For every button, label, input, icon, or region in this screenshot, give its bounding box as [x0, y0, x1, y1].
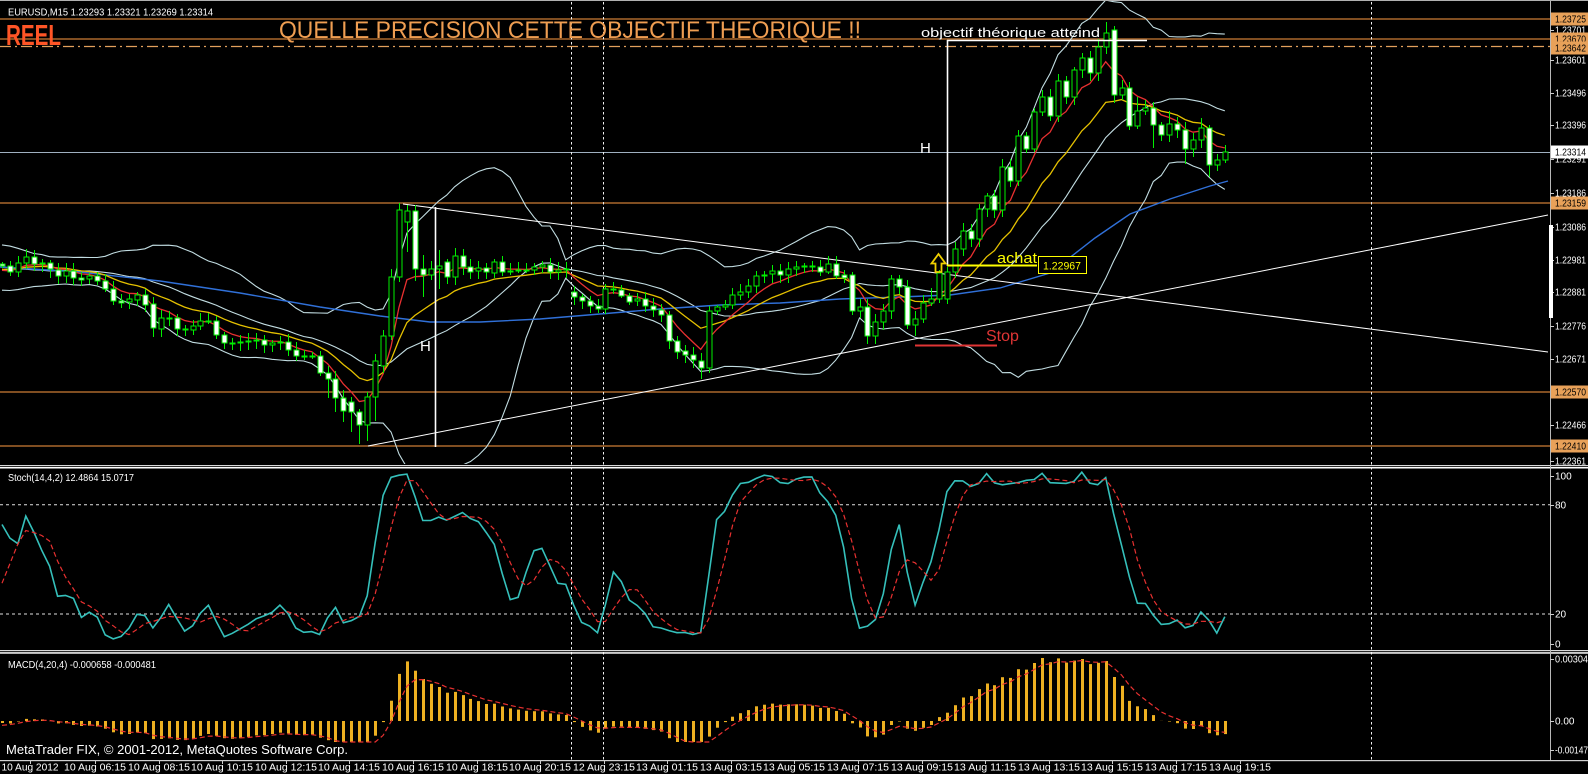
svg-text:1.23086: 1.23086 — [1555, 223, 1586, 234]
svg-text:REEL: REEL — [6, 20, 61, 52]
svg-text:13 Aug 05:15: 13 Aug 05:15 — [763, 763, 825, 774]
svg-text:10 Aug 06:15: 10 Aug 06:15 — [64, 763, 126, 774]
svg-text:100: 100 — [1555, 472, 1572, 483]
svg-text:1.22776: 1.22776 — [1555, 322, 1586, 333]
svg-text:10 Aug 10:15: 10 Aug 10:15 — [191, 763, 253, 774]
svg-text:0.00304: 0.00304 — [1555, 655, 1588, 666]
svg-text:13 Aug 13:15: 13 Aug 13:15 — [1018, 763, 1080, 774]
svg-text:1.22410: 1.22410 — [1555, 442, 1586, 453]
svg-text:10 Aug 16:15: 10 Aug 16:15 — [382, 763, 444, 774]
svg-text:10 Aug 2012: 10 Aug 2012 — [2, 763, 59, 774]
svg-text:1.22981: 1.22981 — [1555, 256, 1586, 267]
svg-text:1.23396: 1.23396 — [1555, 121, 1586, 132]
svg-text:1.23159: 1.23159 — [1555, 199, 1586, 210]
svg-text:objectif théorique atteind: objectif théorique atteind — [921, 25, 1100, 40]
svg-text:20: 20 — [1555, 610, 1567, 621]
svg-text:1.23670: 1.23670 — [1555, 35, 1586, 46]
svg-text:10 Aug 18:15: 10 Aug 18:15 — [446, 763, 508, 774]
svg-text:1.23725: 1.23725 — [1555, 15, 1586, 26]
svg-text:13 Aug 09:15: 13 Aug 09:15 — [891, 763, 953, 774]
svg-text:1.23291: 1.23291 — [1555, 155, 1586, 166]
svg-text:13 Aug 11:15: 13 Aug 11:15 — [954, 763, 1016, 774]
svg-text:achat: achat — [997, 250, 1038, 267]
svg-text:10 Aug 08:15: 10 Aug 08:15 — [128, 763, 190, 774]
svg-text:-0.00147: -0.00147 — [1555, 746, 1588, 757]
svg-text:12 Aug 23:15: 12 Aug 23:15 — [573, 763, 635, 774]
svg-text:1.22881: 1.22881 — [1555, 288, 1586, 299]
svg-text:H: H — [420, 338, 431, 355]
svg-text:13 Aug 03:15: 13 Aug 03:15 — [700, 763, 762, 774]
svg-text:1.23186: 1.23186 — [1555, 189, 1586, 200]
svg-text:1.23642: 1.23642 — [1555, 44, 1586, 55]
svg-text:1.22570: 1.22570 — [1555, 388, 1586, 399]
svg-text:13 Aug 19:15: 13 Aug 19:15 — [1209, 763, 1271, 774]
svg-text:13 Aug 17:15: 13 Aug 17:15 — [1145, 763, 1207, 774]
svg-text:MetaTrader FIX, © 2001-2012, M: MetaTrader FIX, © 2001-2012, MetaQuotes … — [6, 742, 348, 757]
svg-text:10 Aug 12:15: 10 Aug 12:15 — [255, 763, 317, 774]
svg-text:1.23496: 1.23496 — [1555, 89, 1586, 100]
svg-text:1.22361: 1.22361 — [1555, 457, 1586, 468]
svg-text:13 Aug 01:15: 13 Aug 01:15 — [636, 763, 698, 774]
svg-text:80: 80 — [1555, 501, 1567, 512]
svg-text:1.22967: 1.22967 — [1043, 261, 1081, 273]
svg-text:13 Aug 15:15: 13 Aug 15:15 — [1081, 763, 1143, 774]
svg-text:Stop: Stop — [986, 328, 1019, 345]
svg-text:EURUSD,M15 1.23293 1.23321 1.: EURUSD,M15 1.23293 1.23321 1.23269 1.233… — [8, 7, 213, 19]
svg-text:1.23601: 1.23601 — [1555, 56, 1586, 67]
svg-text:10 Aug 14:15: 10 Aug 14:15 — [318, 763, 380, 774]
svg-text:1.22466: 1.22466 — [1555, 421, 1586, 432]
svg-text:QUELLE PRECISION CETTE OBJECTI: QUELLE PRECISION CETTE OBJECTIF THEORIQU… — [279, 17, 861, 44]
svg-text:1.23314: 1.23314 — [1555, 148, 1586, 159]
svg-text:0.00: 0.00 — [1555, 717, 1575, 728]
svg-text:H: H — [920, 140, 931, 157]
svg-text:MACD(4,20,4) -0.000658 -0.0004: MACD(4,20,4) -0.000658 -0.000481 — [8, 660, 156, 671]
svg-text:Stoch(14,4,2) 12.4864 15.0717: Stoch(14,4,2) 12.4864 15.0717 — [8, 473, 134, 484]
svg-text:0: 0 — [1555, 640, 1561, 651]
svg-text:1.23701: 1.23701 — [1555, 26, 1586, 37]
svg-text:13 Aug 07:15: 13 Aug 07:15 — [827, 763, 889, 774]
svg-text:1.22671: 1.22671 — [1555, 355, 1586, 366]
svg-text:10 Aug 20:15: 10 Aug 20:15 — [509, 763, 571, 774]
